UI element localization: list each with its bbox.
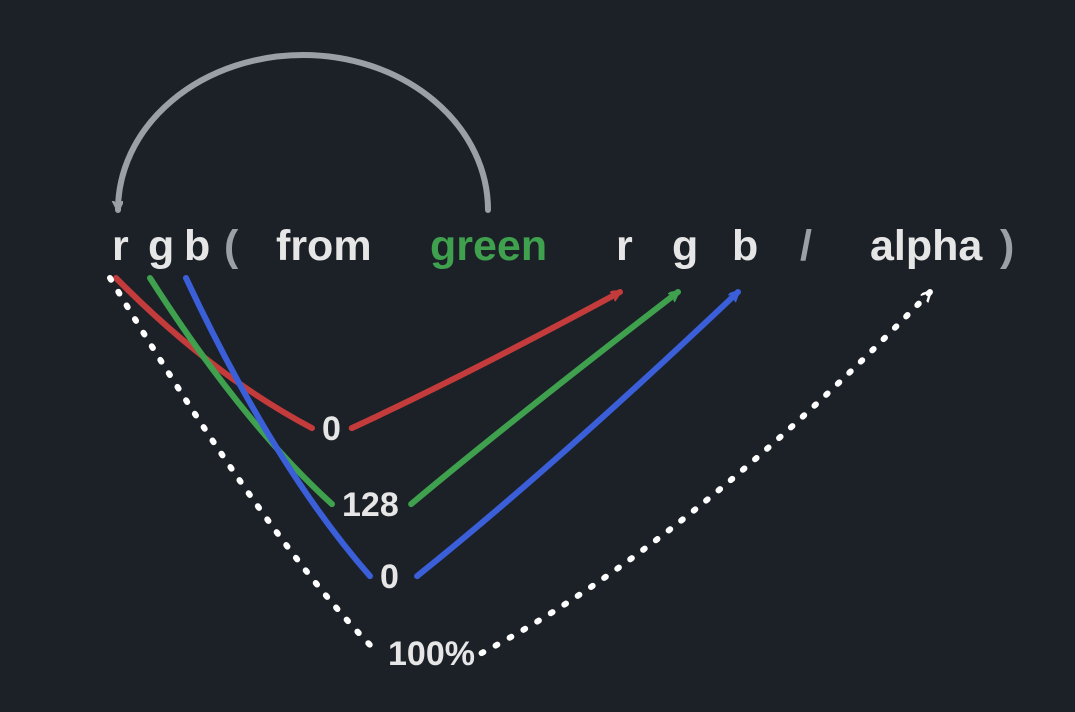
- arc-b-value: 0: [380, 558, 399, 596]
- arc-g-value: 128: [342, 486, 399, 524]
- token-paren-open: (: [224, 222, 239, 270]
- token-ch-g: g: [672, 222, 698, 270]
- token-kw-from: from: [276, 222, 372, 270]
- arc-alpha-value: 100%: [388, 635, 475, 673]
- token-paren-close: ): [1000, 222, 1014, 270]
- token-ch-alpha: alpha: [870, 222, 983, 270]
- token-ch-r: r: [616, 222, 633, 270]
- arc-r-value: 0: [322, 410, 341, 448]
- token-slash: /: [800, 222, 812, 270]
- token-ch-b: b: [732, 222, 758, 270]
- token-fn-b: b: [184, 222, 210, 270]
- diagram-canvas: 01280100%rgb(fromgreenrgb/alpha): [0, 0, 1075, 712]
- token-fn-r: r: [112, 222, 129, 270]
- token-fn-g: g: [148, 222, 174, 270]
- token-src-color: green: [430, 222, 547, 270]
